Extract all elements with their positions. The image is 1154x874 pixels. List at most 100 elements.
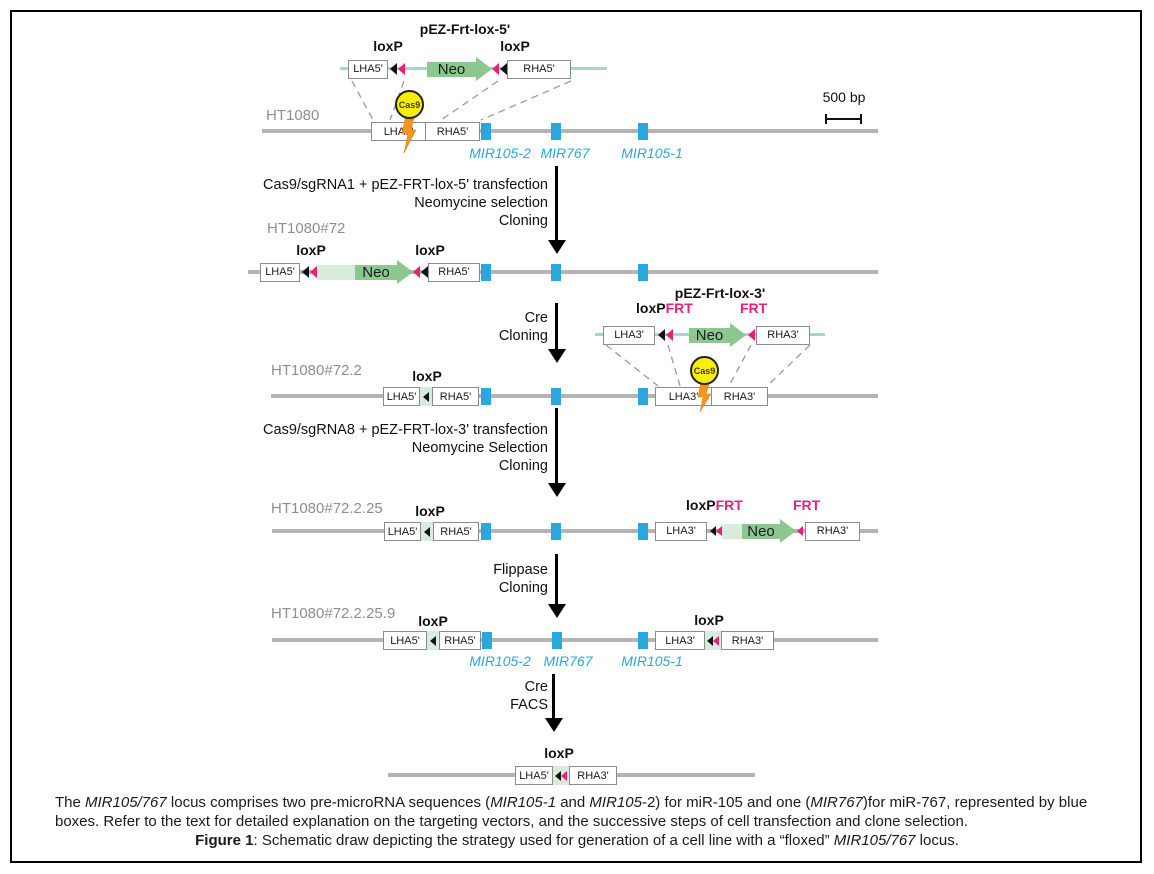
neo-label: Neo <box>437 60 466 78</box>
loxp-arrowhead-icon <box>555 770 561 781</box>
cas9-balloon: Cas9 <box>395 90 424 119</box>
genomic-line-row5 <box>272 638 878 642</box>
homology-arm-box: RHA5' <box>433 522 479 541</box>
box-label: RHA5' <box>436 125 469 138</box>
neo-label: Neo <box>695 326 724 344</box>
loxp-label: loxP <box>686 497 716 513</box>
cell-line-label: HT1080#72.2.25.9 <box>271 605 396 622</box>
step3-text: Cloning <box>498 458 548 474</box>
loxp-label: loxP <box>415 503 445 519</box>
genomic-target-box-5prime: LHA5' RHA5' <box>371 122 480 141</box>
row4-loxp-frt-labels: loxP FRT <box>686 497 743 513</box>
vector-5-title: pEZ-Frt-lox-5' <box>419 21 511 37</box>
mir767-box <box>551 388 561 405</box>
neo-arrowhead <box>397 260 413 284</box>
loxp-label: loxP <box>694 612 724 628</box>
mir105-1-box <box>638 632 648 649</box>
frt-arrowhead-icon <box>492 63 499 75</box>
step3-arrow <box>555 408 558 483</box>
box-label: RHA3' <box>816 525 849 537</box>
mir105-1-box <box>638 264 648 281</box>
homology-arm-box: LHA5' <box>383 631 427 650</box>
step5-arrowhead <box>545 718 563 732</box>
box-label: LHA3' <box>656 388 712 405</box>
figure-border <box>10 10 1142 863</box>
homology-arm-box: LHA5' <box>384 522 421 541</box>
mir105-2-label: MIR105-2 <box>469 145 531 161</box>
homology-arm-box: LHA3' <box>603 325 655 345</box>
homology-arm-box: LHA5' <box>383 387 420 406</box>
cell-line-label: HT1080 <box>266 107 320 124</box>
scale-bar-label: 500 bp <box>822 89 866 105</box>
step1-text: Cas9/sgRNA1 + pEZ-FRT-lox-5' transfectio… <box>263 177 548 193</box>
mir767-box <box>551 123 561 140</box>
loxp-arrowhead-icon <box>658 329 665 341</box>
step5-arrow <box>552 674 555 718</box>
homology-arm-box: LHA3' <box>655 521 707 541</box>
vector-3-title: pEZ-Frt-lox-3' <box>674 285 766 301</box>
genomic-target-box-3prime: LHA3' RHA3' <box>655 387 768 406</box>
floxed-5prime-site: LHA5' RHA5' <box>383 631 481 650</box>
box-label: LHA5' <box>390 634 420 647</box>
neo-arrow: Neo <box>427 57 492 81</box>
homology-arm-box: RHA5' <box>507 59 571 79</box>
mir767-box <box>551 264 561 281</box>
genomic-line-row2 <box>248 270 878 274</box>
integrated-3prime-cassette: LHA3' Neo RHA3' <box>655 518 860 544</box>
box-label: LHA5' <box>265 266 295 278</box>
caption-line-2: boxes. Refer to the text for detailed ex… <box>55 813 969 830</box>
box-label: LHA3' <box>666 525 696 537</box>
box-label: LHA3' <box>665 634 695 647</box>
figure-caption: Figure 1: Schematic draw depicting the s… <box>195 832 959 849</box>
loxp-arrowhead-icon <box>500 63 507 75</box>
homology-arm-box: LHA5' <box>348 59 388 79</box>
loxp-label: loxP <box>636 300 666 316</box>
genomic-line-row1 <box>262 129 878 133</box>
mir105-1-label: MIR105-1 <box>621 653 683 669</box>
step3-text: Neomycine Selection <box>411 440 548 456</box>
integrated-5prime-cassette: LHA5' Neo RHA5' <box>260 259 480 285</box>
homology-arm-box: LHA5' <box>260 262 300 282</box>
loxp-arrowhead-icon <box>710 526 716 536</box>
box-label: RHA5' <box>523 63 555 75</box>
box-label: RHA3' <box>723 390 756 403</box>
loxp-label: loxP <box>412 368 442 384</box>
mir767-box <box>552 632 562 649</box>
frt-label: FRT <box>740 300 768 316</box>
mir767-label: MIR767 <box>543 653 593 669</box>
loxp-label: loxP <box>544 745 574 761</box>
neo-arrowhead <box>730 323 746 347</box>
mir105-2-box <box>481 523 491 540</box>
neo-arrow: Neo <box>742 519 796 543</box>
box-label: RHA5' <box>438 266 470 278</box>
box-label: LHA5' <box>387 525 418 538</box>
mir105-2-box <box>482 632 492 649</box>
loxp-arrowhead-icon <box>421 266 428 278</box>
loxp-scar <box>421 522 433 541</box>
step2-text: Cre <box>524 310 548 326</box>
vector-5-cassette: LHA5' Neo RHA5' <box>348 56 571 82</box>
frt-arrowhead-icon <box>413 266 420 278</box>
scale-bar <box>825 114 862 124</box>
box-label: RHA5' <box>444 634 476 647</box>
homology-arm-box: LHA5' <box>515 766 553 785</box>
frt-arrowhead-icon <box>310 266 317 278</box>
cassette-spacer <box>722 523 742 539</box>
homology-arm-box: RHA3' <box>721 631 774 650</box>
frt-arrowhead-icon <box>797 526 803 536</box>
neo-arrowhead <box>476 57 492 81</box>
vector-3-cassette: LHA3' Neo RHA3' <box>603 322 810 348</box>
loxp-arrowhead-icon <box>707 635 713 646</box>
frt-label: FRT <box>793 497 821 513</box>
mir105-2-label: MIR105-2 <box>469 653 531 669</box>
caption-line-1: The MIR105/767 locus comprises two pre-m… <box>55 794 1088 811</box>
step4-arrow <box>555 554 558 604</box>
step2-text: Cloning <box>498 328 548 344</box>
loxp-scar <box>420 387 432 406</box>
box-label: RHA3' <box>767 329 799 341</box>
box-label: LHA5' <box>519 769 549 782</box>
mir105-1-box <box>638 123 648 140</box>
vector-3-loxp-frt-labels: loxP FRT <box>636 300 693 316</box>
step1-text: Cloning <box>498 213 548 229</box>
step4-text: Cloning <box>498 580 548 596</box>
